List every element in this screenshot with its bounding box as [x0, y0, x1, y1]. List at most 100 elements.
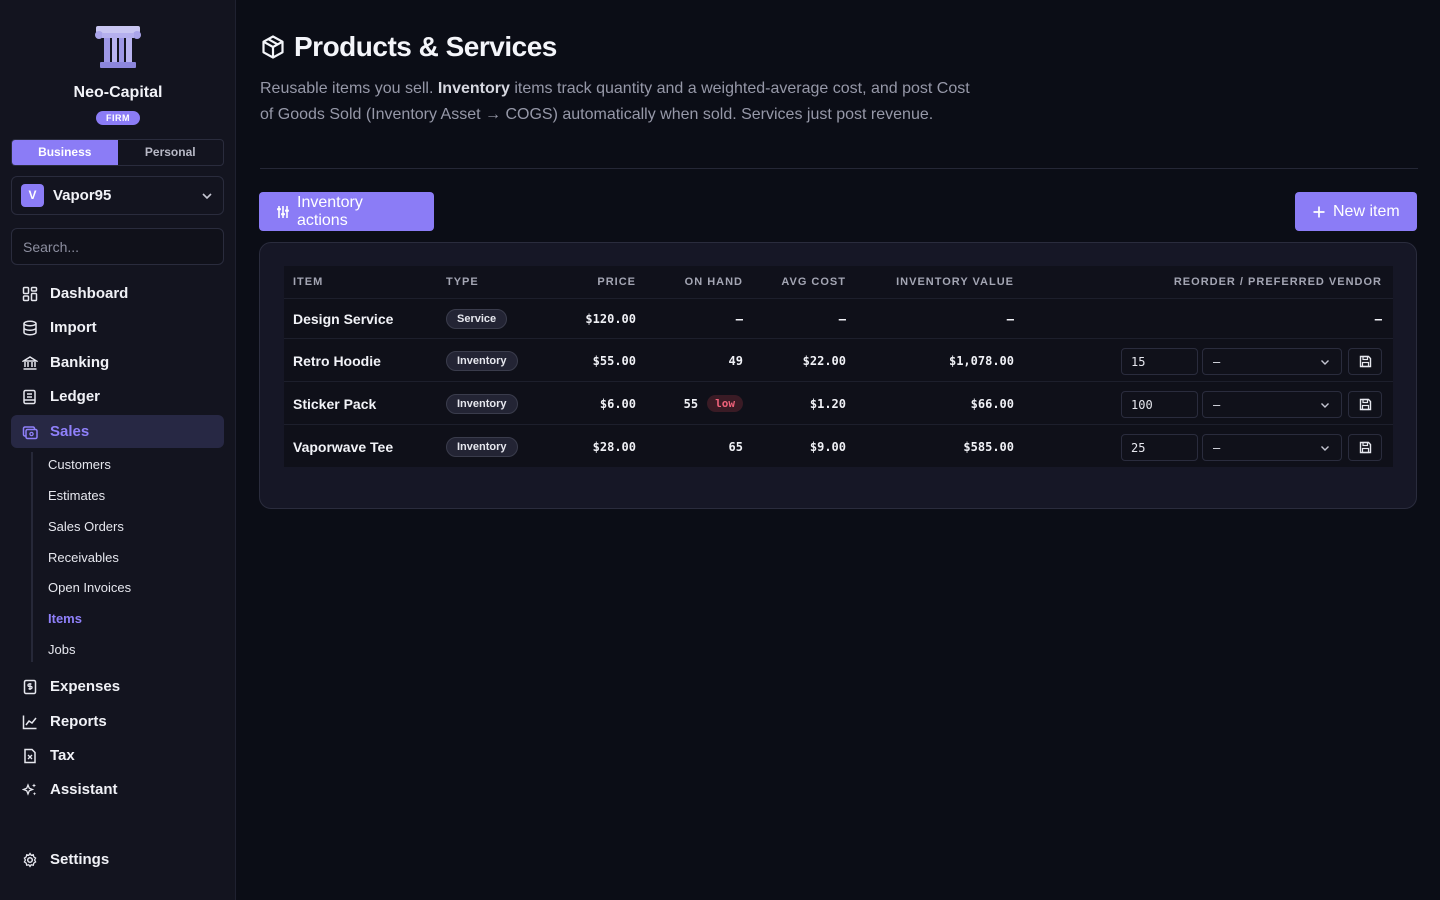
nav-label: Reports — [50, 713, 107, 730]
save-icon — [1359, 355, 1371, 368]
col-inventory-value: INVENTORY VALUE — [896, 276, 1014, 288]
save-button[interactable] — [1348, 348, 1382, 375]
chevron-down-icon — [1321, 402, 1329, 408]
table-row[interactable]: Design Service Service $120.00 – – – – — [284, 298, 1393, 338]
database-icon — [21, 319, 39, 337]
nav-label: Expenses — [50, 678, 121, 695]
nav-label: Sales — [50, 423, 90, 440]
price: $28.00 — [592, 439, 636, 454]
low-stock-badge: low — [707, 395, 743, 412]
vendor-value: – — [1213, 440, 1221, 455]
inventory-actions-label: Inventory actions — [297, 193, 363, 229]
column-logo-icon — [95, 26, 141, 68]
nav-tax[interactable]: Tax — [11, 739, 224, 772]
vendor-select[interactable]: – — [1202, 348, 1342, 375]
nav-settings[interactable]: Settings — [11, 843, 224, 876]
vendor-select[interactable]: – — [1202, 391, 1342, 418]
ledger-icon — [21, 388, 39, 406]
col-type: TYPE — [446, 276, 479, 288]
workspace-avatar: V — [21, 184, 44, 207]
nav-label: Import — [50, 319, 97, 336]
type-badge: Inventory — [446, 436, 518, 457]
vendor-value: – — [1213, 354, 1221, 369]
nav-dashboard[interactable]: Dashboard — [11, 277, 224, 310]
nav-label: Assistant — [50, 781, 118, 798]
sub-receivables[interactable]: Receivables — [48, 550, 119, 565]
nav-label: Tax — [50, 747, 75, 764]
table-row[interactable]: Sticker Pack Inventory $6.00 55 low $1.20… — [284, 381, 1393, 424]
chevron-down-icon — [1321, 359, 1329, 365]
nav-import[interactable]: Import — [11, 311, 224, 344]
save-icon — [1359, 441, 1371, 454]
item-name: Retro Hoodie — [293, 352, 381, 369]
sidebar: Neo-Capital FIRM Business Personal V Vap… — [0, 0, 236, 900]
avg-cost: $9.00 — [809, 439, 846, 454]
nav-assistant[interactable]: Assistant — [11, 773, 224, 806]
reorder-input[interactable] — [1121, 348, 1198, 375]
brand-name: Neo-Capital — [73, 84, 163, 101]
reorder-input[interactable] — [1121, 434, 1198, 461]
inventory-value: $585.00 — [963, 439, 1014, 454]
nav-label: Settings — [50, 851, 110, 868]
sliders-icon — [276, 205, 290, 219]
nav-sales[interactable]: Sales — [11, 415, 224, 448]
nav-ledger[interactable]: Ledger — [11, 380, 224, 413]
col-item: ITEM — [293, 276, 324, 288]
workspace-name: Vapor95 — [53, 187, 112, 204]
item-name: Vaporwave Tee — [293, 438, 394, 455]
description-bold: Inventory — [437, 80, 510, 97]
sub-estimates[interactable]: Estimates — [48, 488, 106, 503]
vendor-select[interactable]: – — [1202, 434, 1342, 461]
chevron-down-icon — [1321, 445, 1329, 451]
nav-label: Ledger — [50, 388, 101, 405]
receipt-icon — [21, 678, 39, 696]
sub-customers[interactable]: Customers — [48, 457, 111, 472]
workspace-selector[interactable]: V Vapor95 — [11, 176, 224, 215]
on-hand: 49 — [728, 353, 743, 368]
mode-personal-tab[interactable]: Personal — [144, 145, 196, 159]
sub-items[interactable]: Items — [48, 611, 82, 626]
col-price: PRICE — [597, 276, 636, 288]
avg-cost: $22.00 — [802, 353, 846, 368]
col-avg-cost: AVG COST — [781, 276, 846, 288]
sub-open-invoices[interactable]: Open Invoices — [48, 580, 132, 595]
nav-banking[interactable]: Banking — [11, 346, 224, 379]
nav-expenses[interactable]: Expenses — [11, 670, 224, 703]
vendor-value: – — [1374, 312, 1382, 326]
nav-reports[interactable]: Reports — [11, 705, 224, 738]
sub-sales-orders[interactable]: Sales Orders — [48, 519, 124, 534]
inventory-value: $1,078.00 — [948, 353, 1014, 368]
chevron-down-icon — [202, 192, 212, 199]
sales-icon — [21, 423, 39, 441]
nav-label: Dashboard — [50, 285, 129, 302]
avg-cost: – — [838, 312, 846, 326]
save-icon — [1359, 398, 1371, 411]
plus-icon — [1312, 205, 1326, 219]
price: $55.00 — [592, 353, 636, 368]
vendor-value: – — [1213, 397, 1221, 412]
inventory-value: $66.00 — [970, 396, 1014, 411]
on-hand: – — [735, 312, 743, 326]
table-row[interactable]: Retro Hoodie Inventory $55.00 49 $22.00 … — [284, 338, 1393, 381]
sub-jobs[interactable]: Jobs — [48, 642, 76, 657]
search-input[interactable] — [11, 228, 224, 265]
on-hand: 55 — [683, 396, 699, 411]
mode-business-tab[interactable]: Business — [12, 140, 118, 165]
submenu-line — [31, 452, 33, 662]
save-button[interactable] — [1348, 391, 1382, 418]
inventory-actions-button[interactable]: Inventory actions — [259, 192, 434, 231]
inventory-value: – — [1006, 312, 1014, 326]
new-item-button[interactable]: New item — [1295, 192, 1417, 231]
page-header: Products & Services — [260, 30, 557, 64]
items-table: ITEM TYPE PRICE ON HAND AVG COST INVENTO… — [284, 266, 1393, 467]
logo — [0, 24, 236, 74]
save-button[interactable] — [1348, 434, 1382, 461]
table-row[interactable]: Vaporwave Tee Inventory $28.00 65 $9.00 … — [284, 424, 1393, 467]
box-icon — [262, 35, 284, 59]
mode-toggle: Business Personal — [11, 139, 224, 166]
item-name: Sticker Pack — [293, 395, 377, 412]
firm-badge: FIRM — [96, 111, 140, 125]
sparkle-icon — [21, 781, 39, 799]
reorder-input[interactable] — [1121, 391, 1198, 418]
avg-cost: $1.20 — [809, 396, 846, 411]
